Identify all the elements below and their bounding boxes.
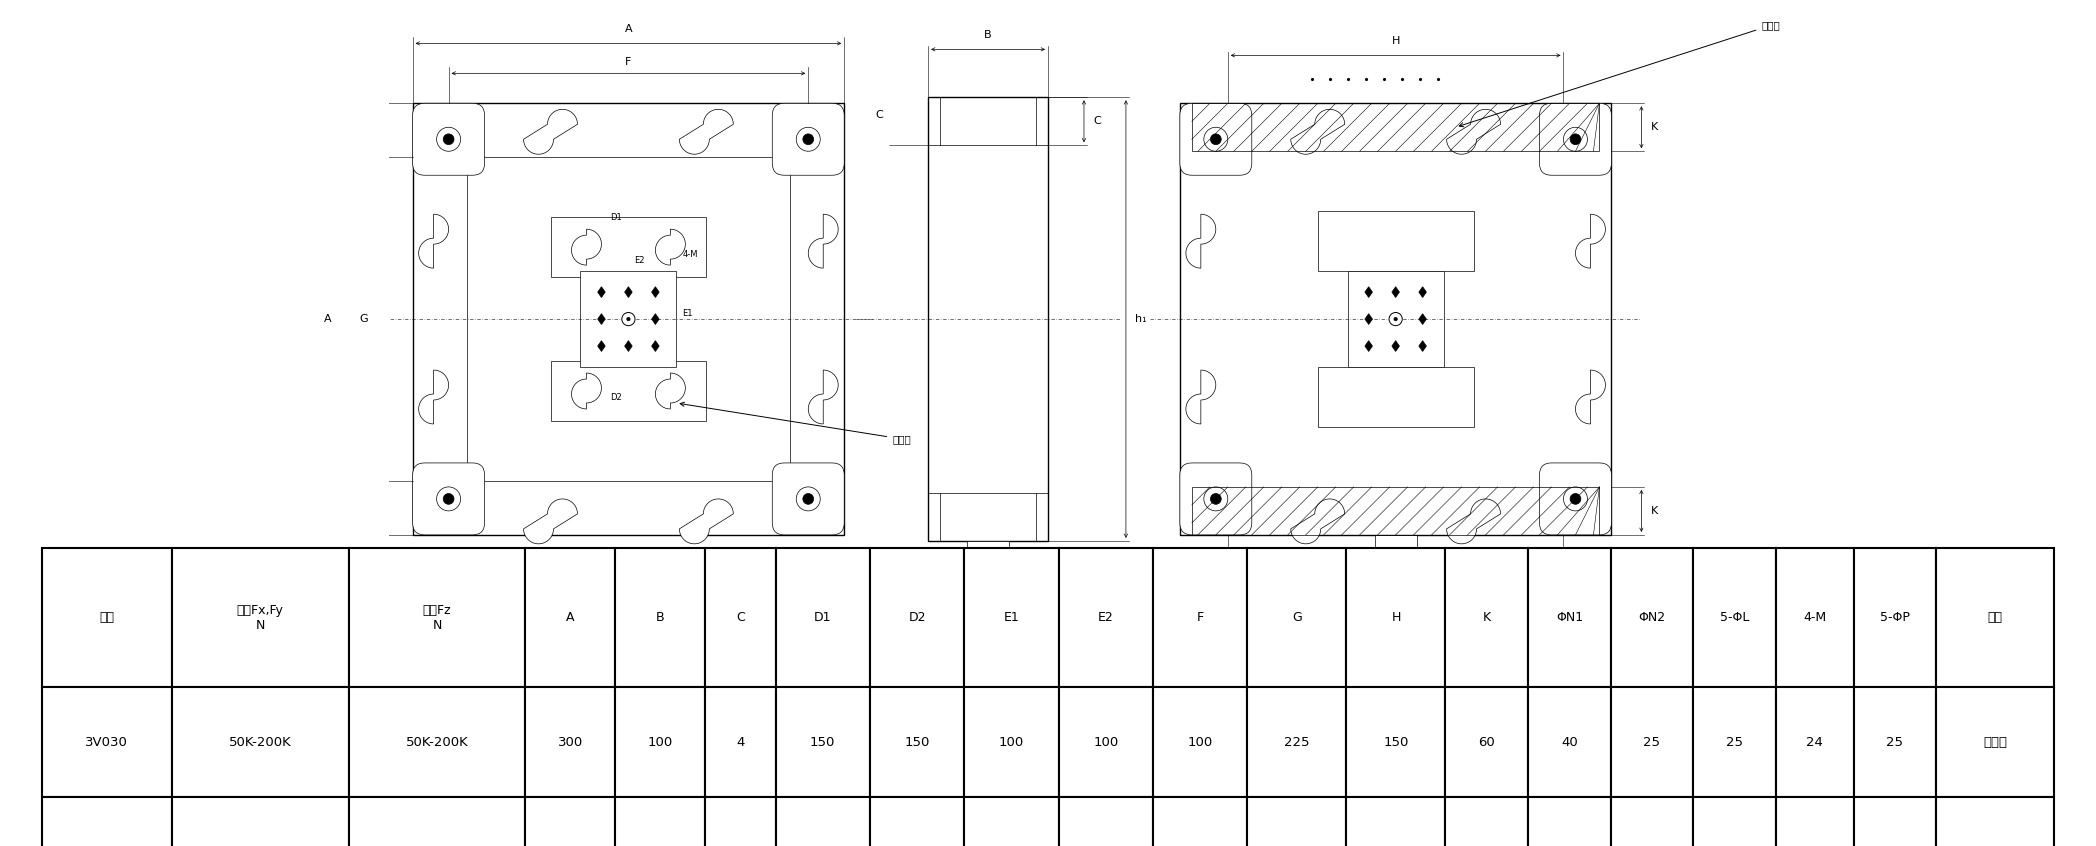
Bar	[929, 97, 1048, 541]
Circle shape	[1570, 493, 1580, 504]
Circle shape	[442, 493, 455, 504]
Circle shape	[1209, 134, 1222, 145]
Polygon shape	[572, 373, 602, 409]
FancyBboxPatch shape	[1180, 103, 1251, 175]
Bar	[966, 541, 1008, 577]
Polygon shape	[656, 373, 685, 409]
Bar	[413, 103, 845, 535]
Circle shape	[436, 487, 461, 511]
Circle shape	[796, 127, 820, 151]
Text: E1: E1	[683, 309, 694, 317]
Polygon shape	[1419, 314, 1427, 325]
Text: G: G	[358, 314, 367, 324]
Polygon shape	[1419, 341, 1427, 351]
Polygon shape	[1392, 287, 1400, 298]
Polygon shape	[597, 287, 606, 298]
Text: A: A	[625, 25, 633, 35]
Text: E2: E2	[635, 256, 646, 265]
Circle shape	[1390, 312, 1402, 326]
Polygon shape	[1364, 287, 1373, 298]
Circle shape	[1564, 487, 1587, 511]
Circle shape	[1394, 317, 1398, 321]
Polygon shape	[1446, 499, 1501, 544]
Bar	[551, 361, 706, 421]
Circle shape	[1203, 127, 1228, 151]
Circle shape	[1570, 134, 1580, 145]
Polygon shape	[1364, 314, 1373, 325]
FancyBboxPatch shape	[1538, 463, 1612, 535]
Text: C: C	[1092, 116, 1100, 126]
Polygon shape	[1576, 214, 1606, 268]
Text: 承压面: 承压面	[1459, 20, 1780, 127]
Text: h₁: h₁	[1134, 314, 1147, 324]
Circle shape	[1203, 487, 1228, 511]
Polygon shape	[1291, 109, 1346, 154]
Bar	[1348, 271, 1444, 367]
Text: 承压面: 承压面	[681, 402, 912, 444]
Text: K: K	[1650, 123, 1658, 132]
Text: D2: D2	[610, 393, 623, 402]
Circle shape	[442, 134, 455, 145]
Circle shape	[627, 317, 631, 321]
Polygon shape	[625, 287, 633, 298]
Polygon shape	[652, 314, 658, 325]
Polygon shape	[1446, 109, 1501, 154]
Polygon shape	[809, 370, 838, 424]
FancyBboxPatch shape	[1538, 103, 1612, 175]
Polygon shape	[1186, 214, 1216, 268]
Polygon shape	[1419, 287, 1427, 298]
Bar	[1318, 212, 1473, 271]
Polygon shape	[1186, 370, 1216, 424]
FancyBboxPatch shape	[771, 103, 845, 175]
Bar	[467, 157, 790, 481]
Circle shape	[796, 487, 820, 511]
Text: A: A	[325, 314, 331, 324]
Polygon shape	[572, 229, 602, 265]
Polygon shape	[1576, 370, 1606, 424]
Text: F: F	[625, 58, 631, 68]
Circle shape	[1209, 493, 1222, 504]
Text: H: H	[1392, 36, 1400, 47]
Text: B: B	[985, 30, 991, 41]
Circle shape	[436, 127, 461, 151]
FancyBboxPatch shape	[413, 463, 484, 535]
Polygon shape	[1392, 341, 1400, 351]
Bar	[581, 271, 677, 367]
FancyBboxPatch shape	[1180, 463, 1251, 535]
Polygon shape	[679, 499, 734, 544]
Circle shape	[803, 134, 813, 145]
Polygon shape	[1291, 499, 1346, 544]
Bar	[1318, 367, 1473, 427]
Text: H: H	[1392, 577, 1400, 587]
FancyBboxPatch shape	[771, 463, 845, 535]
Polygon shape	[679, 109, 734, 154]
Circle shape	[1564, 127, 1587, 151]
Bar	[1193, 487, 1599, 535]
Bar	[551, 217, 706, 277]
Polygon shape	[524, 499, 578, 544]
Polygon shape	[597, 314, 606, 325]
Text: K: K	[1650, 506, 1658, 516]
Polygon shape	[809, 214, 838, 268]
Polygon shape	[656, 229, 685, 265]
Text: C: C	[876, 110, 882, 120]
Bar	[1375, 535, 1417, 571]
Polygon shape	[524, 109, 578, 154]
Bar	[1180, 103, 1612, 535]
Bar	[1193, 103, 1599, 151]
FancyBboxPatch shape	[413, 103, 484, 175]
Polygon shape	[625, 341, 633, 351]
Polygon shape	[419, 370, 449, 424]
Polygon shape	[419, 214, 449, 268]
Polygon shape	[652, 287, 658, 298]
Polygon shape	[1364, 341, 1373, 351]
Circle shape	[623, 312, 635, 326]
Text: 4-M: 4-M	[683, 250, 698, 259]
Polygon shape	[652, 341, 658, 351]
Polygon shape	[597, 341, 606, 351]
Text: D1: D1	[610, 212, 623, 222]
Circle shape	[803, 493, 813, 504]
